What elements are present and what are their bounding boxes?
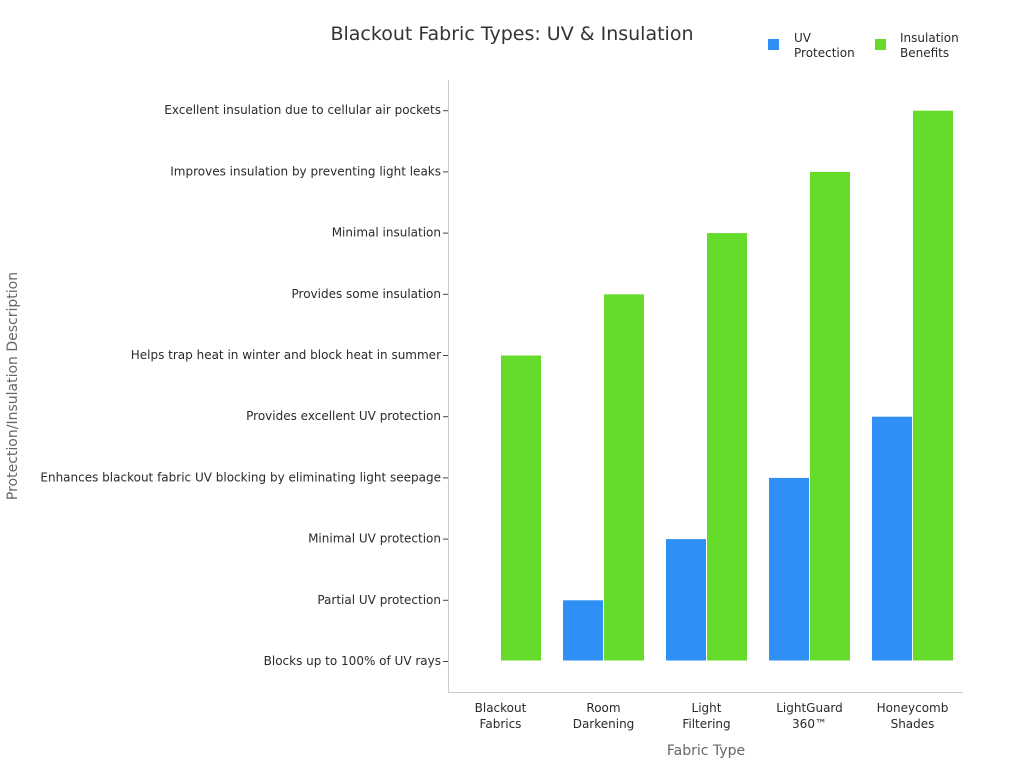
- legend-label-insulation: Insulation Benefits: [900, 31, 963, 60]
- bar-uv-protection: [665, 538, 707, 662]
- bar-insulation-benefits: [500, 354, 542, 662]
- x-axis-title: Fabric Type: [667, 743, 745, 759]
- chart-title: Blackout Fabric Types: UV & Insulation: [330, 23, 693, 45]
- y-tick-label: Minimal UV protection: [308, 532, 441, 546]
- bar-insulation-benefits: [912, 109, 954, 662]
- legend: UV Protection Insulation Benefits: [768, 31, 963, 60]
- y-axis-ticks: Blocks up to 100% of UV rays Partial UV p…: [40, 103, 448, 668]
- legend-label-uv: UV Protection: [794, 31, 855, 60]
- x-tick-label: Honeycomb Shades: [877, 701, 949, 731]
- legend-swatch-uv: [768, 39, 779, 50]
- bar-uv-protection: [562, 599, 604, 662]
- y-tick-label: Provides some insulation: [292, 287, 442, 301]
- bar-uv-protection: [768, 476, 810, 662]
- y-axis-title: Protection/Insulation Description: [5, 272, 21, 500]
- y-tick-label: Enhances blackout fabric UV blocking by …: [40, 470, 441, 484]
- x-tick-label: Blackout Fabrics: [475, 701, 527, 731]
- x-tick-label: Light Filtering: [682, 701, 730, 731]
- x-tick-label: LightGuard 360™: [776, 701, 843, 731]
- y-tick-label: Minimal insulation: [332, 226, 441, 240]
- y-tick-label: Excellent insulation due to cellular air…: [164, 103, 441, 117]
- y-tick-label: Improves insulation by preventing light …: [170, 164, 441, 178]
- x-axis-ticks: Blackout Fabrics Room Darkening Light Filteri…: [475, 701, 949, 731]
- bar-uv-protection: [871, 415, 913, 662]
- y-tick-label: Partial UV protection: [317, 593, 441, 607]
- y-tick-label: Blocks up to 100% of UV rays: [264, 654, 441, 668]
- bar-insulation-benefits: [706, 232, 748, 662]
- y-tick-label: Helps trap heat in winter and block heat…: [131, 348, 441, 362]
- x-tick-label: Room Darkening: [573, 701, 635, 731]
- bars: [500, 109, 954, 662]
- legend-swatch-insulation: [875, 39, 886, 50]
- bar-insulation-benefits: [603, 293, 645, 662]
- bar-insulation-benefits: [809, 170, 851, 662]
- y-tick-label: Provides excellent UV protection: [246, 409, 441, 423]
